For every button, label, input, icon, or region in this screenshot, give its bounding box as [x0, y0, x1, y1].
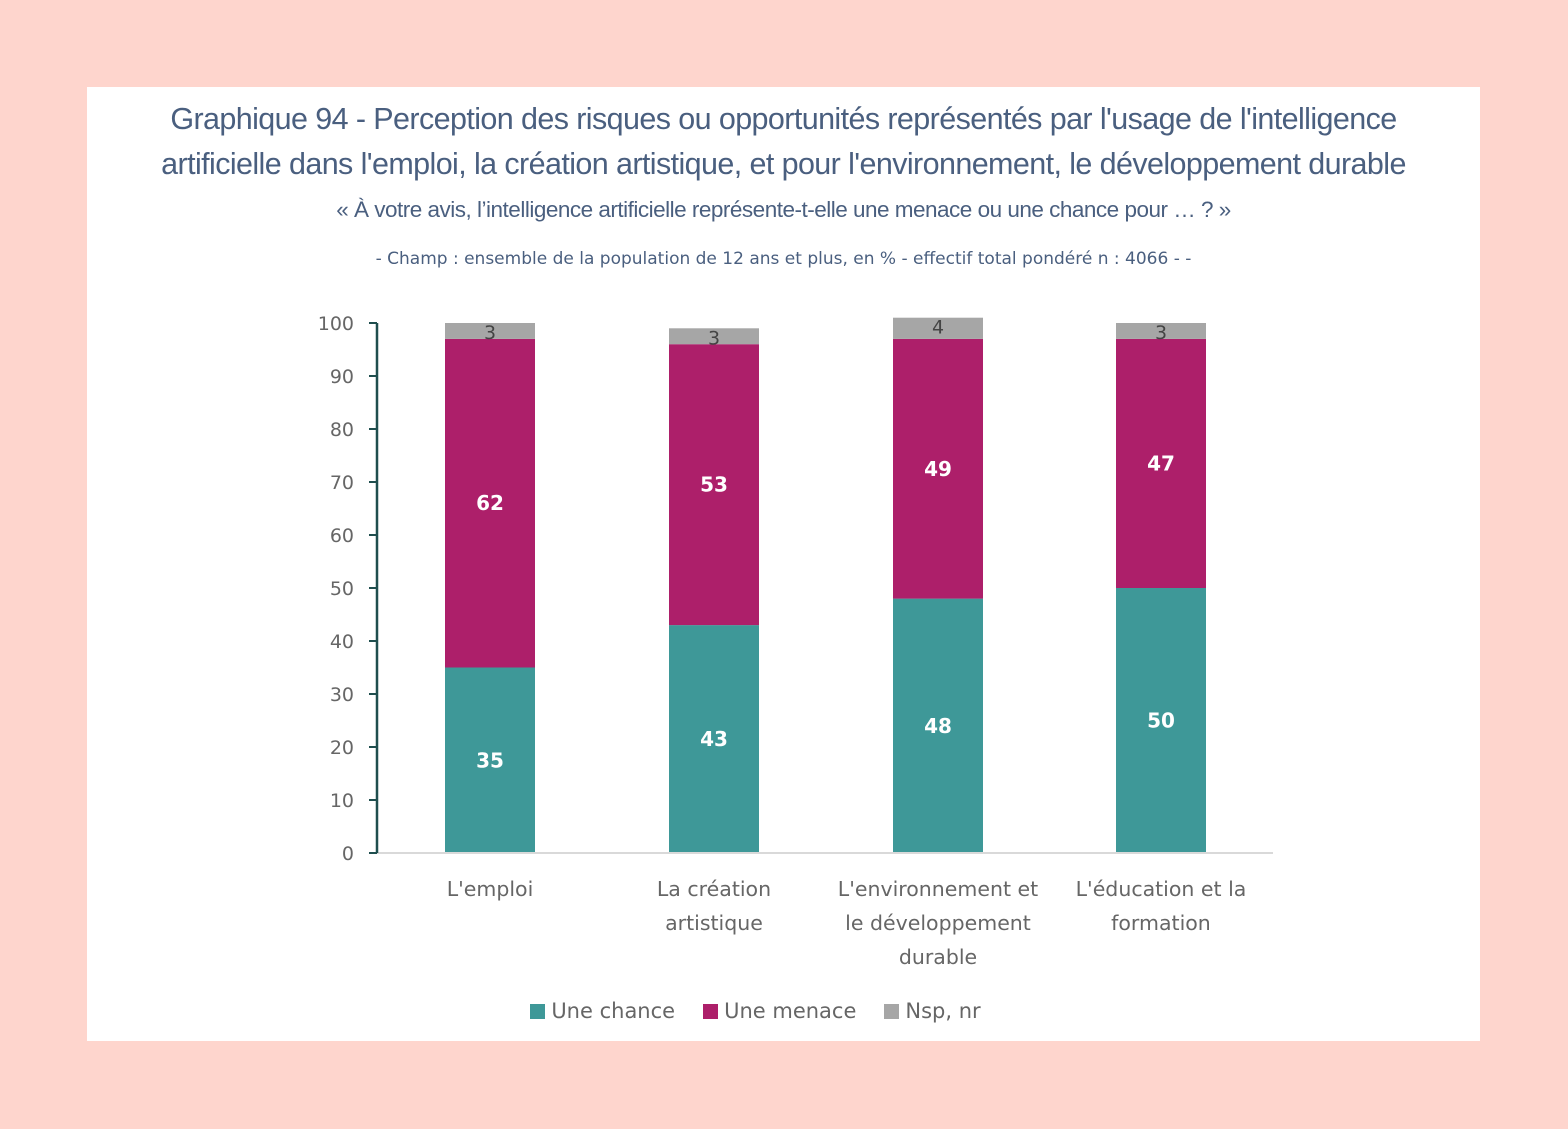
bar-segment-une-chance	[669, 625, 759, 853]
y-tick-label: 60	[330, 525, 354, 547]
bar-segment-nsp-nr	[893, 317, 983, 339]
data-label: 50	[1147, 709, 1175, 733]
x-category-label: L'environnement et le développement durabl…	[838, 877, 1038, 969]
data-label: 43	[700, 727, 728, 751]
bar-segment-une-chance	[1116, 588, 1206, 853]
bar-segment-nsp-nr	[1116, 323, 1206, 339]
bar-segment-une-menace	[445, 338, 535, 668]
data-label: 4	[932, 317, 944, 339]
chart-title: Graphique 94 - Perception des risques ou…	[87, 97, 1480, 187]
chart-title-line-2: artificielle dans l'emploi, la création …	[161, 147, 1406, 181]
x-category-label: La création artistique	[657, 877, 771, 935]
data-label: 3	[1155, 322, 1167, 344]
legend-item: Nsp, nr	[884, 999, 981, 1023]
legend-item: Une menace	[703, 999, 856, 1023]
bar-segment-une-chance	[893, 598, 983, 853]
bar-segment-une-menace	[669, 344, 759, 626]
y-tick-label: 70	[330, 472, 354, 494]
chart-legend: Une chance Une menace Nsp, nr	[59, 999, 1452, 1023]
chart-title-line-1: Graphique 94 - Perception des risques ou…	[170, 102, 1397, 136]
y-tick-label: 30	[330, 684, 354, 706]
legend-swatch	[884, 1003, 900, 1019]
legend-item: Une chance	[530, 999, 675, 1023]
y-tick-label: 10	[330, 790, 354, 812]
bar-chart: 3562343533484945047301020304050607080901…	[318, 313, 1273, 969]
y-tick-label: 50	[330, 578, 354, 600]
y-tick-label: 90	[330, 366, 354, 388]
data-label: 3	[708, 327, 720, 349]
legend-swatch	[530, 1003, 546, 1019]
legend-label: Nsp, nr	[905, 999, 981, 1023]
data-label: 49	[924, 457, 952, 481]
legend-label: Une menace	[724, 999, 857, 1023]
data-label: 3	[484, 322, 496, 344]
x-category-label: L'emploi	[447, 877, 534, 901]
bar-segment-nsp-nr	[445, 323, 535, 339]
bar-segment-une-menace	[1116, 338, 1206, 588]
y-tick-label: 80	[330, 419, 354, 441]
legend-label: Une chance	[551, 999, 676, 1023]
data-label: 35	[476, 748, 504, 772]
bar-segment-une-chance	[445, 667, 535, 853]
data-label: 47	[1147, 451, 1175, 475]
data-label: 53	[700, 473, 728, 497]
bar-segment-nsp-nr	[669, 328, 759, 345]
x-category-label: L'éducation et la formation	[1076, 877, 1247, 935]
legend-swatch	[703, 1003, 719, 1019]
y-tick-label: 0	[342, 843, 354, 865]
data-label: 62	[476, 491, 504, 515]
bar-segment-une-menace	[893, 338, 983, 599]
data-label: 48	[924, 714, 952, 738]
chart-question: « À votre avis, l’intelligence artificie…	[336, 197, 1231, 222]
y-tick-label: 100	[318, 313, 354, 335]
y-tick-label: 20	[330, 737, 354, 759]
chart-scope: - Champ : ensemble de la population de 1…	[375, 249, 1192, 269]
chart-card: Graphique 94 - Perception des risques ou…	[87, 87, 1480, 1041]
y-tick-label: 40	[330, 631, 354, 653]
